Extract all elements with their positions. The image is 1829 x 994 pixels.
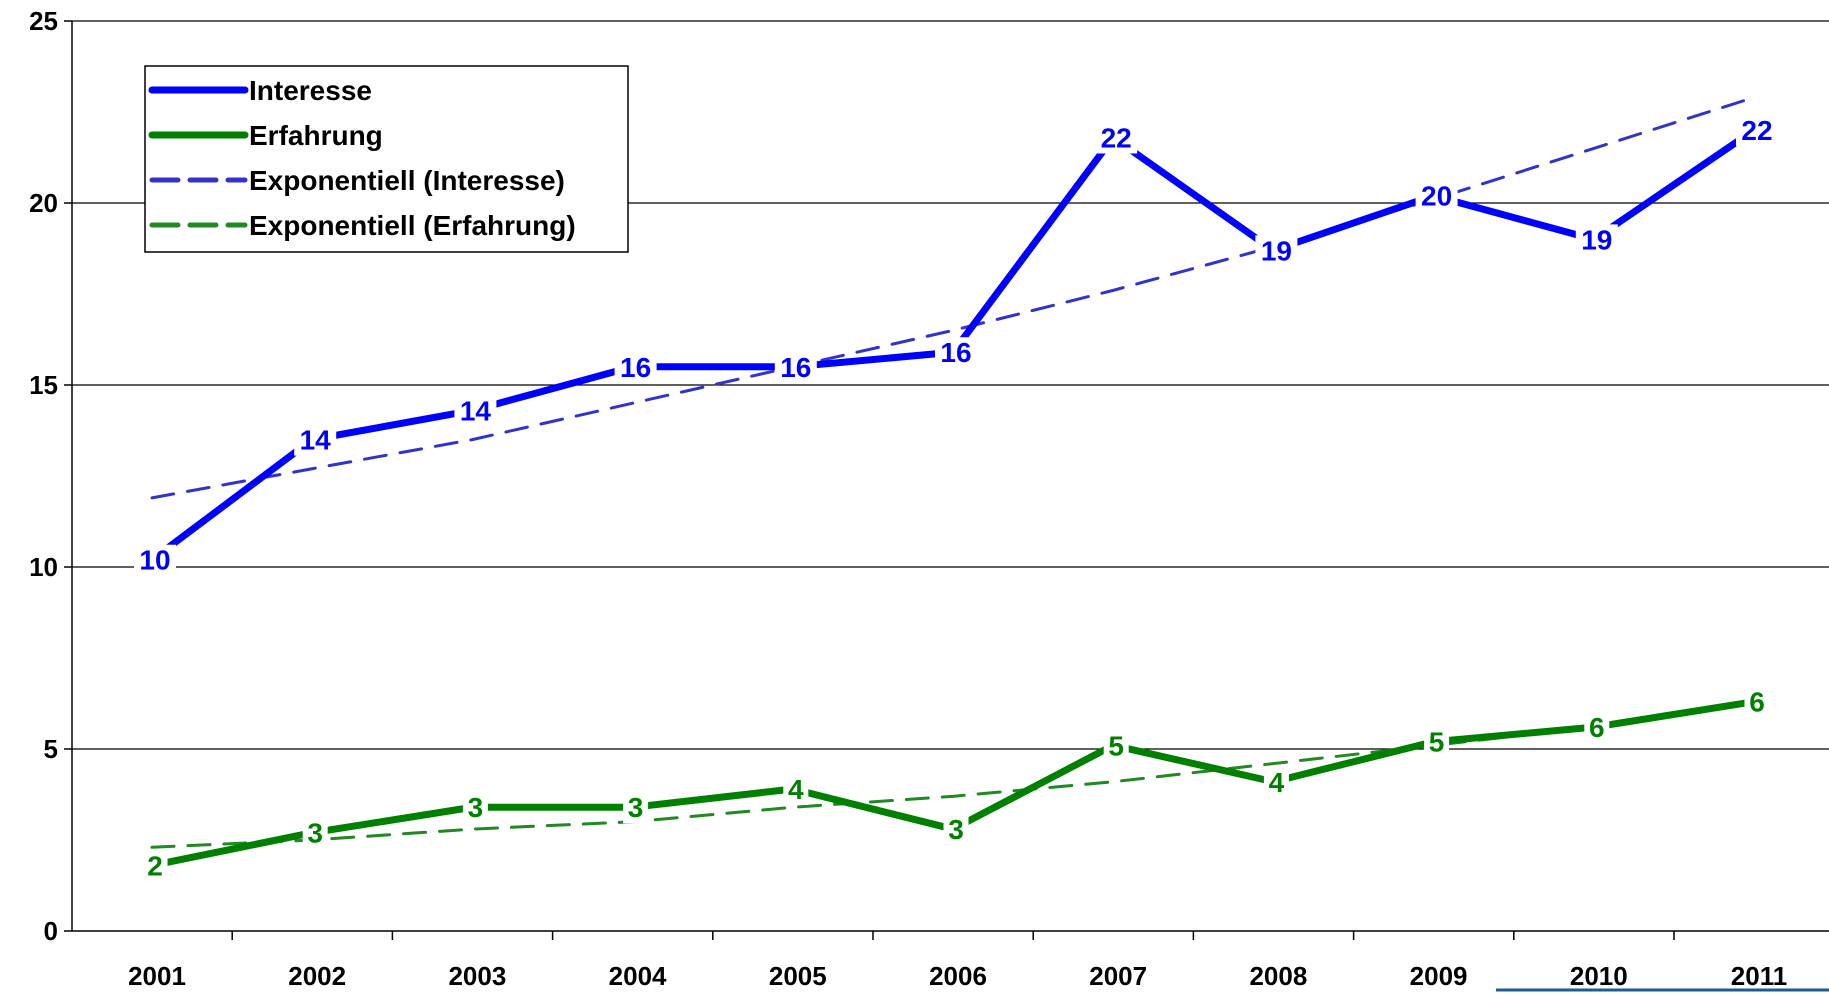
data-label-bg xyxy=(935,337,977,369)
data-label: 3 xyxy=(468,792,484,823)
data-label: 3 xyxy=(948,814,964,845)
data-label-bg xyxy=(294,424,337,456)
x-tick-label: 2003 xyxy=(448,961,506,991)
data-label-bg xyxy=(1263,766,1289,798)
data-label: 22 xyxy=(1101,122,1132,153)
data-label: 3 xyxy=(307,818,323,849)
legend-label: Exponentiell (Interesse) xyxy=(249,165,565,196)
data-label-bg xyxy=(462,792,488,824)
y-tick-label: 10 xyxy=(29,552,58,582)
legend-label: Exponentiell (Erfahrung) xyxy=(249,210,576,241)
data-label-bg xyxy=(1744,686,1770,718)
data-label: 16 xyxy=(940,337,971,368)
y-tick-label: 25 xyxy=(29,6,58,36)
data-label: 10 xyxy=(139,545,170,576)
legend-label: Interesse xyxy=(249,75,372,106)
data-label: 16 xyxy=(620,352,651,383)
data-label-bg xyxy=(783,774,809,806)
data-label-bg xyxy=(1584,712,1610,744)
x-tick-label: 2004 xyxy=(609,961,667,991)
x-tick-label: 2002 xyxy=(288,961,346,991)
data-label-bg xyxy=(614,351,657,383)
data-label: 4 xyxy=(788,774,804,805)
series-line-exponentiell-interesse xyxy=(150,95,1756,500)
x-tick-label: 2001 xyxy=(128,961,186,991)
data-label-bg xyxy=(134,544,176,576)
y-tick-label: 0 xyxy=(44,916,58,946)
data-label: 19 xyxy=(1261,235,1292,266)
legend-box xyxy=(144,65,629,253)
data-label-bg xyxy=(454,395,497,427)
data-label-bg xyxy=(943,814,969,846)
data-label: 20 xyxy=(1421,181,1452,212)
data-label-bg xyxy=(774,351,817,383)
data-label: 22 xyxy=(1741,115,1772,146)
x-tick-label: 2009 xyxy=(1410,961,1468,991)
data-label: 5 xyxy=(1108,730,1124,761)
data-label-bg xyxy=(1736,115,1778,147)
x-tick-label: 2010 xyxy=(1570,961,1628,991)
data-label-bg xyxy=(1424,726,1450,758)
data-label: 4 xyxy=(1269,767,1285,798)
data-label: 6 xyxy=(1589,712,1605,743)
data-label-bg xyxy=(142,850,168,882)
x-tick-label: 2008 xyxy=(1249,961,1307,991)
y-tick-labels: 0 5 10 15 20 25 xyxy=(29,6,58,946)
x-tick-label: 2007 xyxy=(1089,961,1147,991)
legend-label: Erfahrung xyxy=(249,120,383,151)
data-label-bg xyxy=(1255,235,1298,267)
data-label: 16 xyxy=(780,352,811,383)
axes xyxy=(64,20,1829,940)
x-tick-label: 2011 xyxy=(1731,961,1787,991)
data-label: 14 xyxy=(460,395,492,426)
x-tick-label: 2006 xyxy=(929,961,987,991)
data-label: 6 xyxy=(1749,687,1765,718)
data-label-bg xyxy=(1095,122,1138,154)
y-tick-label: 20 xyxy=(29,188,58,218)
data-label-bg xyxy=(1415,180,1458,212)
data-label: 2 xyxy=(147,850,163,881)
data-label: 14 xyxy=(300,425,332,456)
data-label-bg xyxy=(302,817,328,849)
data-label: 3 xyxy=(628,792,644,823)
x-tick-label: 2005 xyxy=(769,961,827,991)
data-label-bg xyxy=(1103,730,1129,762)
y-tick-label: 5 xyxy=(44,734,58,764)
y-tick-label: 15 xyxy=(29,370,58,400)
data-label-bg xyxy=(623,792,649,824)
legend: Interesse Erfahrung Exponentiell (Interess… xyxy=(144,65,629,253)
data-label-bg xyxy=(1575,224,1618,256)
data-label: 19 xyxy=(1581,224,1612,255)
data-label: 5 xyxy=(1429,727,1445,758)
x-tick-labels: 2001 2002 2003 2004 2005 2006 2007 2008 2009 2010… xyxy=(128,961,1787,991)
